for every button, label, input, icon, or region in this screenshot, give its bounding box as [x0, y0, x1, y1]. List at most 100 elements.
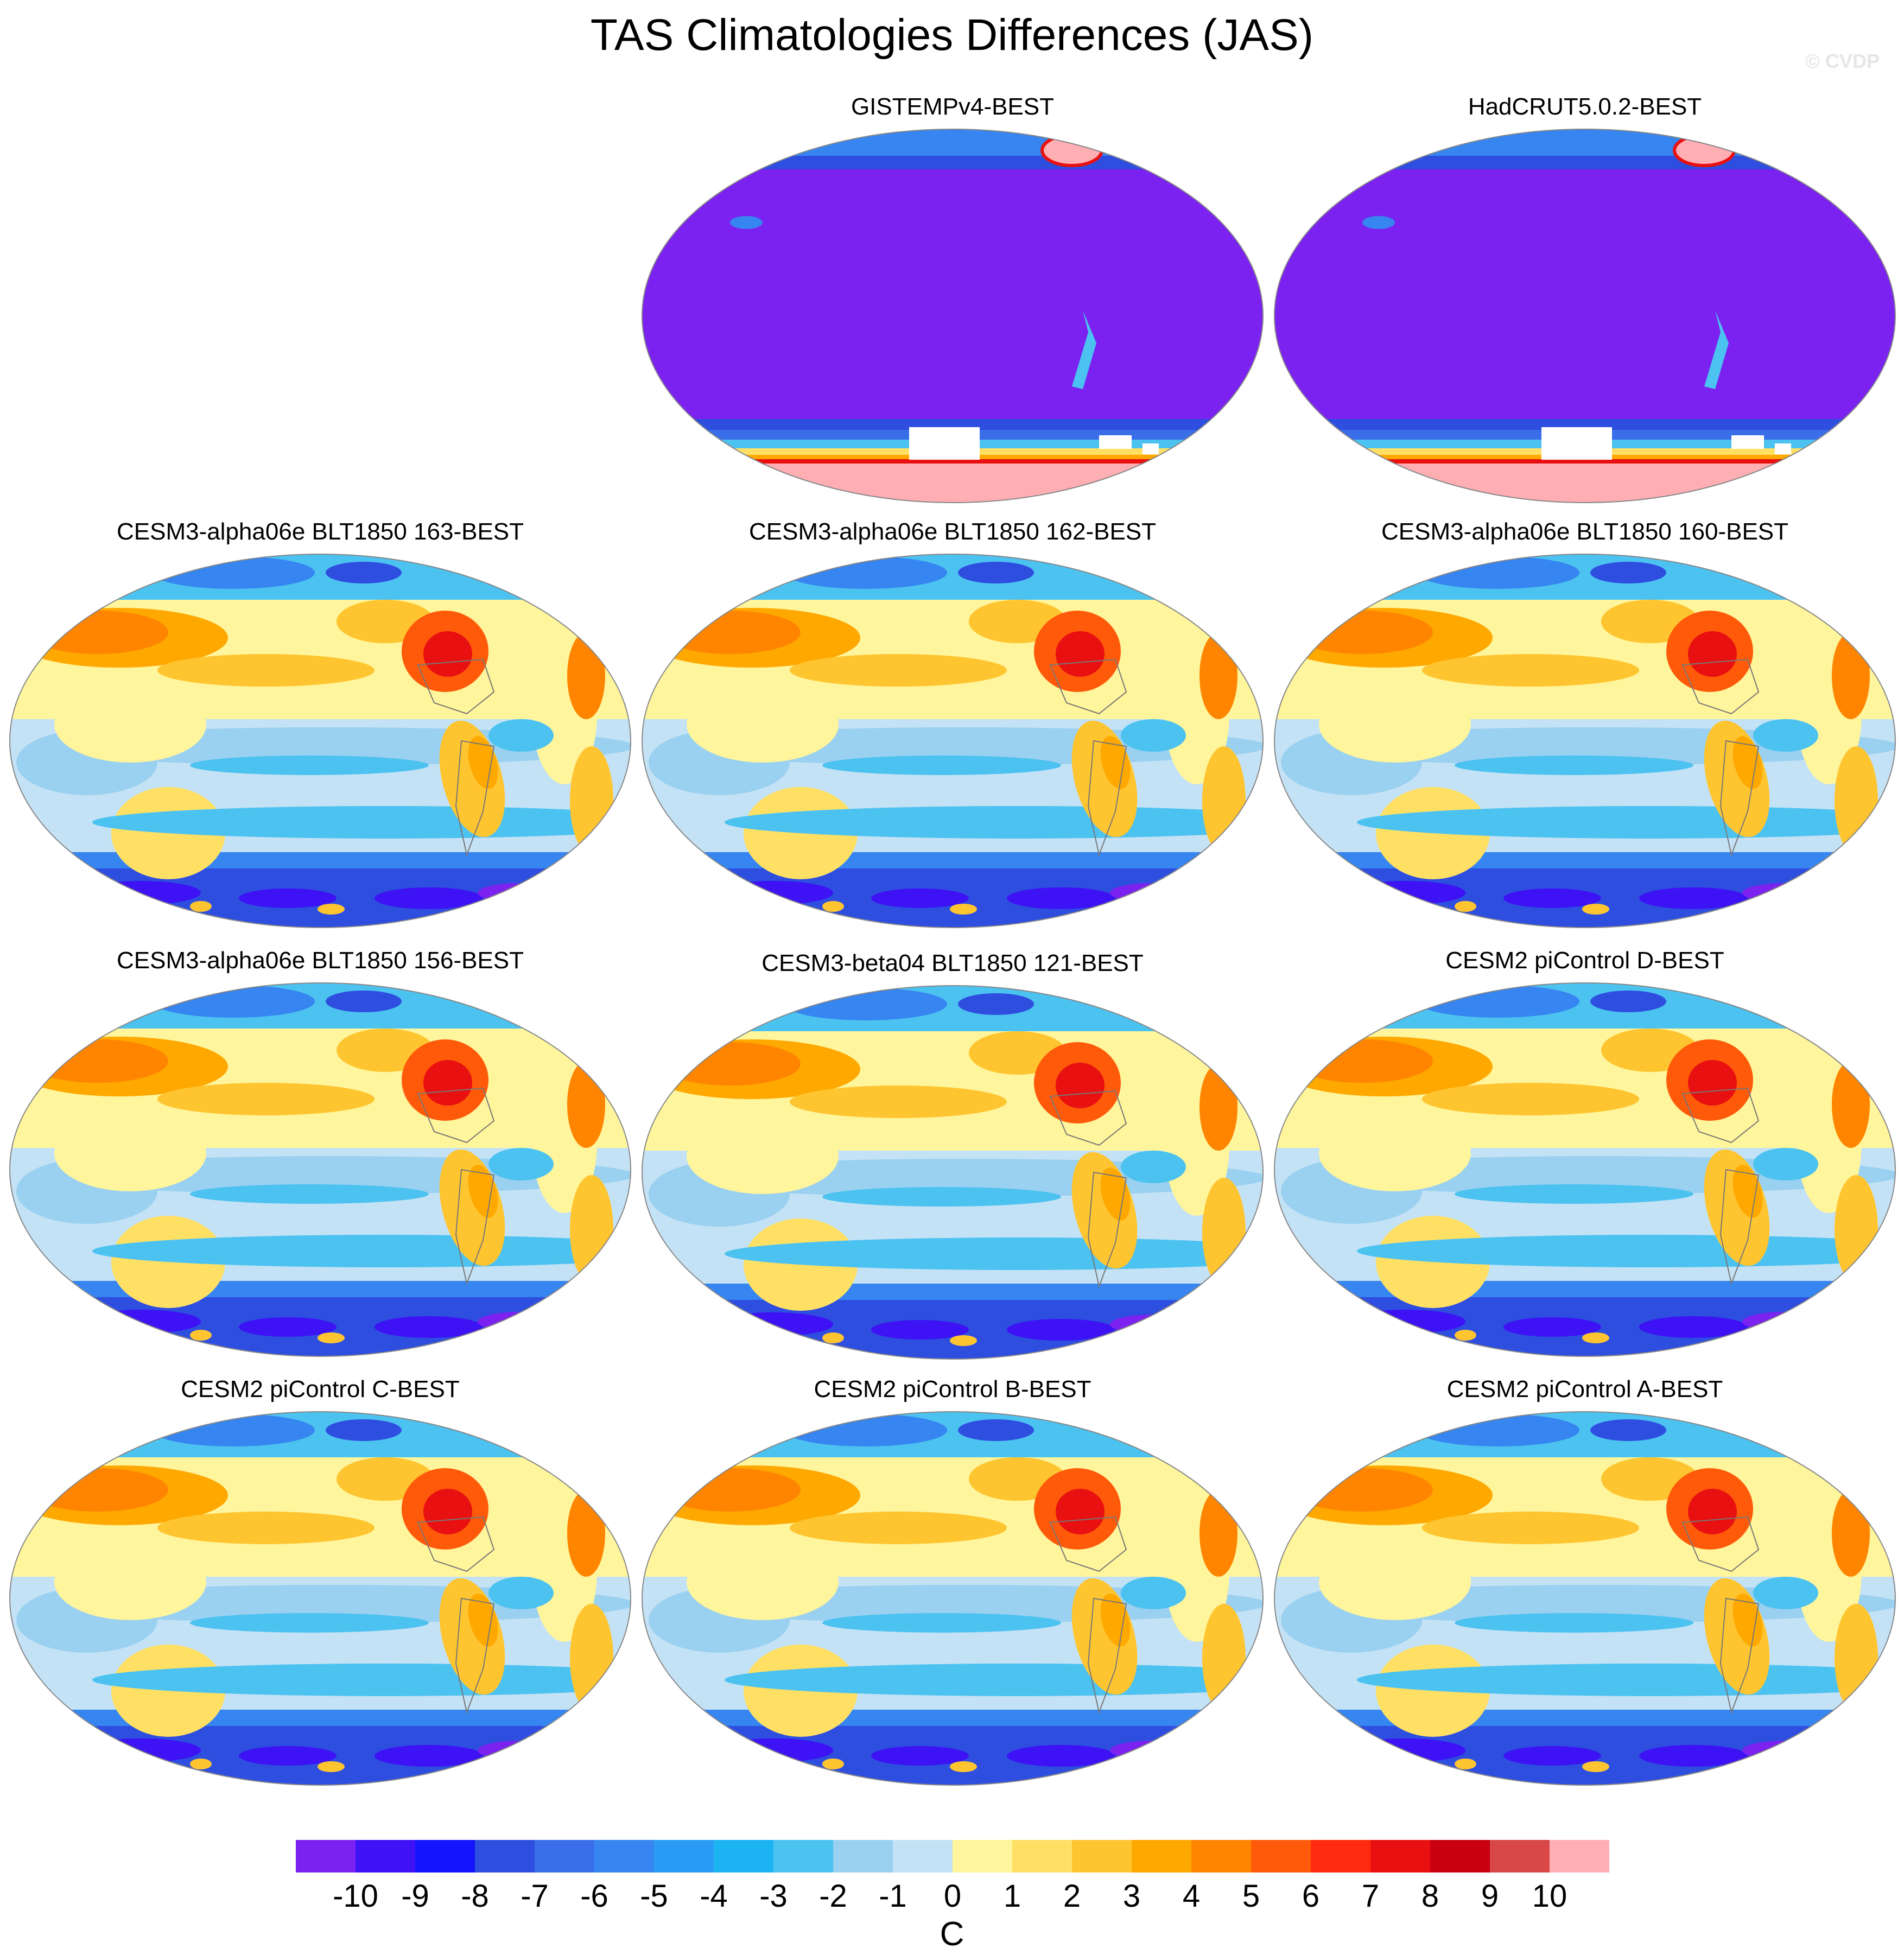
field-shape: [10, 1281, 631, 1297]
colorbar-swatch: [475, 1840, 535, 1873]
field-shape: [1775, 443, 1791, 454]
field-shape: [468, 736, 498, 789]
colorbar-tick-label: 8: [1421, 1878, 1439, 1914]
colorbar-swatch: [1132, 1840, 1191, 1873]
field-shape: [642, 575, 757, 602]
field-shape: [1582, 1761, 1609, 1772]
panel-title: CESM3-alpha06e BLT1850 160-BEST: [1381, 518, 1789, 545]
field-shape: [642, 1284, 1263, 1300]
field-shape: [1199, 632, 1237, 719]
field-shape: [1742, 1312, 1829, 1331]
field-shape: [1719, 1597, 1760, 1715]
field-shape: [326, 562, 402, 583]
field-shape: [423, 1489, 472, 1534]
field-shape: [1087, 1597, 1127, 1715]
colorbar-tick-label: 5: [1242, 1878, 1260, 1914]
field-shape: [822, 1613, 1061, 1633]
colorbar-swatch: [893, 1840, 953, 1873]
map-outline: [1274, 129, 1896, 503]
colorbar-tick-label: 10: [1532, 1878, 1567, 1914]
field-shape: [958, 562, 1034, 583]
field-shape: [1422, 1512, 1639, 1544]
field-shape: [326, 1419, 402, 1441]
colorbar-tick-label: -9: [401, 1878, 429, 1914]
map-panel-cesm2-c: CESM2 piControl C-BEST: [5, 1376, 635, 1799]
field-shape: [1110, 883, 1197, 903]
field-shape: [1049, 658, 1127, 715]
colorbar-tick-label: -7: [521, 1878, 549, 1914]
field-shape: [190, 756, 429, 775]
field-shape: [1753, 1148, 1818, 1180]
map-panel-cesm2-a: CESM2 piControl A-BEST: [1270, 1376, 1900, 1799]
colorbar-swatch: [1251, 1840, 1311, 1873]
colorbar-tick-label: -10: [333, 1878, 378, 1914]
colorbar-swatch: [356, 1840, 415, 1873]
field-shape: [190, 901, 212, 912]
colorbar-swatch: [1370, 1840, 1430, 1873]
field-shape: [1455, 901, 1476, 912]
field-shape: [871, 1320, 969, 1340]
colorbar-tick-label: 0: [943, 1878, 962, 1914]
field-shape: [423, 631, 472, 677]
field-shape: [1681, 1087, 1760, 1144]
field-shape: [570, 746, 613, 855]
field-shape: [687, 1544, 839, 1620]
field-shape: [1732, 736, 1763, 789]
field-shape: [1422, 1083, 1639, 1115]
field-shape: [642, 1433, 757, 1460]
field-shape: [54, 1544, 206, 1620]
field-shape: [54, 1115, 206, 1191]
field-shape: [417, 1516, 495, 1572]
field-shape: [1274, 852, 1895, 868]
map-outline: [642, 1411, 1264, 1786]
field-shape: [687, 687, 839, 763]
field-shape: [10, 575, 125, 602]
field-shape: [642, 852, 1263, 868]
map-panel-hadcrut5: HadCRUT5.0.2-BEST: [1270, 93, 1900, 517]
map-hadcrut5: [1274, 129, 1896, 503]
field-shape: [1835, 746, 1878, 855]
colorbar-swatch: [1311, 1840, 1370, 1873]
map-outline: [642, 554, 1264, 928]
map-alpha06e-162: [642, 554, 1264, 928]
field-shape: [190, 1330, 212, 1341]
field-shape: [871, 1746, 969, 1766]
field-shape: [1704, 310, 1729, 389]
colorbar-tick-label: -5: [640, 1878, 668, 1914]
field-shape: [1049, 1516, 1127, 1572]
field-shape: [567, 632, 605, 719]
field-shape: [1832, 1061, 1870, 1148]
field-shape: [567, 1061, 605, 1148]
field-shape: [1832, 1490, 1870, 1577]
field-shape: [1681, 1516, 1760, 1572]
map-outline: [9, 982, 631, 1357]
field-shape: [532, 586, 619, 613]
field-shape: [1143, 443, 1159, 454]
field-shape: [478, 883, 564, 903]
field-shape: [1072, 310, 1096, 389]
field-shape: [567, 1490, 605, 1577]
field-shape: [54, 687, 206, 763]
field-shape: [950, 904, 977, 915]
field-shape: [1274, 464, 1895, 503]
field-shape: [1164, 1018, 1251, 1045]
field-shape: [468, 1594, 498, 1647]
field-shape: [1274, 1433, 1389, 1460]
field-shape: [687, 1118, 839, 1194]
field-shape: [1274, 129, 1895, 156]
field-shape: [488, 1148, 554, 1180]
panel-title: CESM3-beta04 BLT1850 121-BEST: [761, 950, 1144, 976]
field-shape: [1056, 1489, 1105, 1534]
field-shape: [532, 1444, 619, 1471]
field-shape: [1688, 1060, 1737, 1106]
field-shape: [1100, 736, 1131, 789]
field-shape: [1202, 1178, 1246, 1286]
field-shape: [958, 1419, 1034, 1441]
colorbar-swatch: [1012, 1840, 1072, 1873]
map-outline: [1274, 554, 1896, 928]
cvdp-watermark: © CVDP: [1805, 50, 1880, 72]
colorbar-tick-label: 9: [1481, 1878, 1499, 1914]
field-shape: [1541, 427, 1612, 460]
field-shape: [822, 901, 844, 912]
field-shape: [642, 1412, 1263, 1457]
